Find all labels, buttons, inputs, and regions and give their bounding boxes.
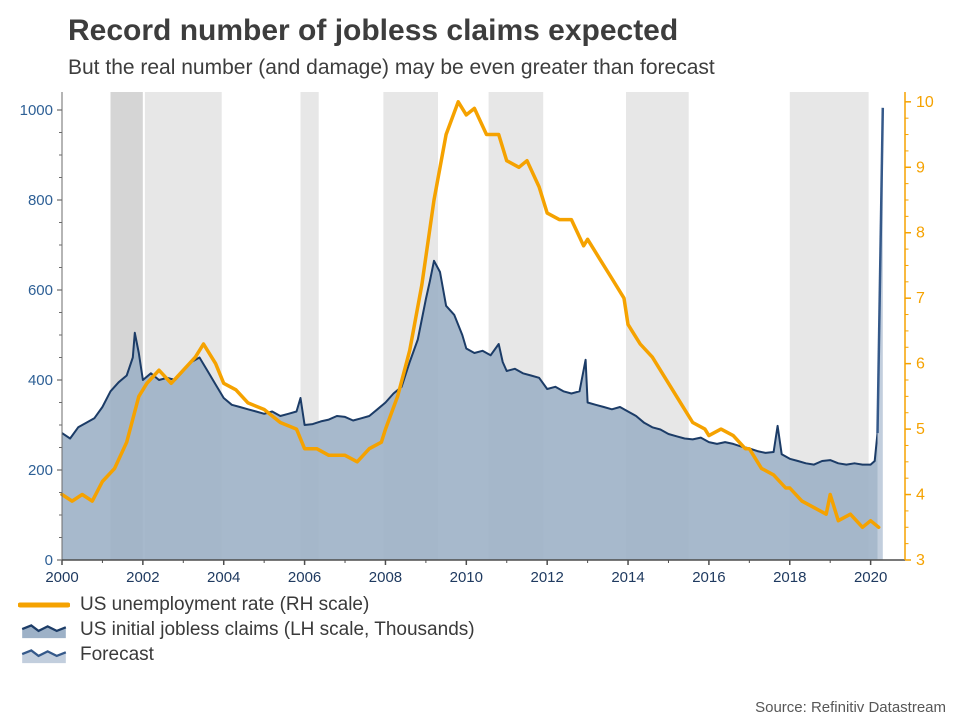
legend-item-forecast: Forecast [18, 643, 960, 668]
svg-text:2008: 2008 [369, 569, 402, 586]
unemployment-line-icon [18, 602, 70, 608]
chart-area: 2000 2002 2004 2006 2008 2010 2012 2014 2016 2018… [0, 82, 960, 587]
svg-text:7: 7 [916, 290, 925, 307]
svg-text:10: 10 [916, 93, 934, 110]
svg-text:800: 800 [28, 192, 53, 209]
svg-text:6: 6 [916, 355, 925, 372]
chart-header: Record number of jobless claims expected… [0, 0, 960, 80]
svg-text:5: 5 [916, 421, 925, 438]
svg-text:3: 3 [916, 552, 925, 569]
svg-text:2006: 2006 [288, 569, 321, 586]
svg-text:1000: 1000 [20, 102, 53, 119]
svg-text:600: 600 [28, 282, 53, 299]
svg-text:2000: 2000 [45, 569, 78, 586]
svg-text:8: 8 [916, 224, 925, 241]
svg-text:400: 400 [28, 372, 53, 389]
legend-item-unemployment: US unemployment rate (RH scale) [18, 593, 960, 618]
page-title: Record number of jobless claims expected [68, 14, 679, 47]
legend-item-claims: US initial jobless claims (LH scale, Tho… [18, 618, 960, 643]
svg-text:0: 0 [45, 552, 53, 569]
svg-text:2018: 2018 [773, 569, 806, 586]
svg-text:2014: 2014 [611, 569, 644, 586]
claims-area-icon [21, 624, 67, 639]
svg-text:200: 200 [28, 462, 53, 479]
svg-text:2020: 2020 [854, 569, 887, 586]
svg-text:4: 4 [916, 486, 925, 503]
jobless-claims-chart: 2000 2002 2004 2006 2008 2010 2012 2014 2016 2018… [20, 91, 934, 586]
svg-text:2010: 2010 [450, 569, 483, 586]
legend-label-forecast: Forecast [80, 644, 154, 665]
legend-label-claims: US initial jobless claims (LH scale, Tho… [80, 619, 475, 640]
legend-label-unemployment: US unemployment rate (RH scale) [80, 594, 370, 615]
source-attribution: Source: Refinitiv Datastream [755, 699, 946, 716]
legend: US unemployment rate (RH scale) US initi… [0, 587, 960, 668]
svg-text:2012: 2012 [530, 569, 563, 586]
page-subtitle: But the real number (and damage) may be … [68, 55, 715, 79]
forecast-area-icon [21, 649, 67, 664]
svg-text:9: 9 [916, 159, 925, 176]
svg-text:2016: 2016 [692, 569, 725, 586]
svg-text:2002: 2002 [126, 569, 159, 586]
svg-text:2004: 2004 [207, 569, 240, 586]
